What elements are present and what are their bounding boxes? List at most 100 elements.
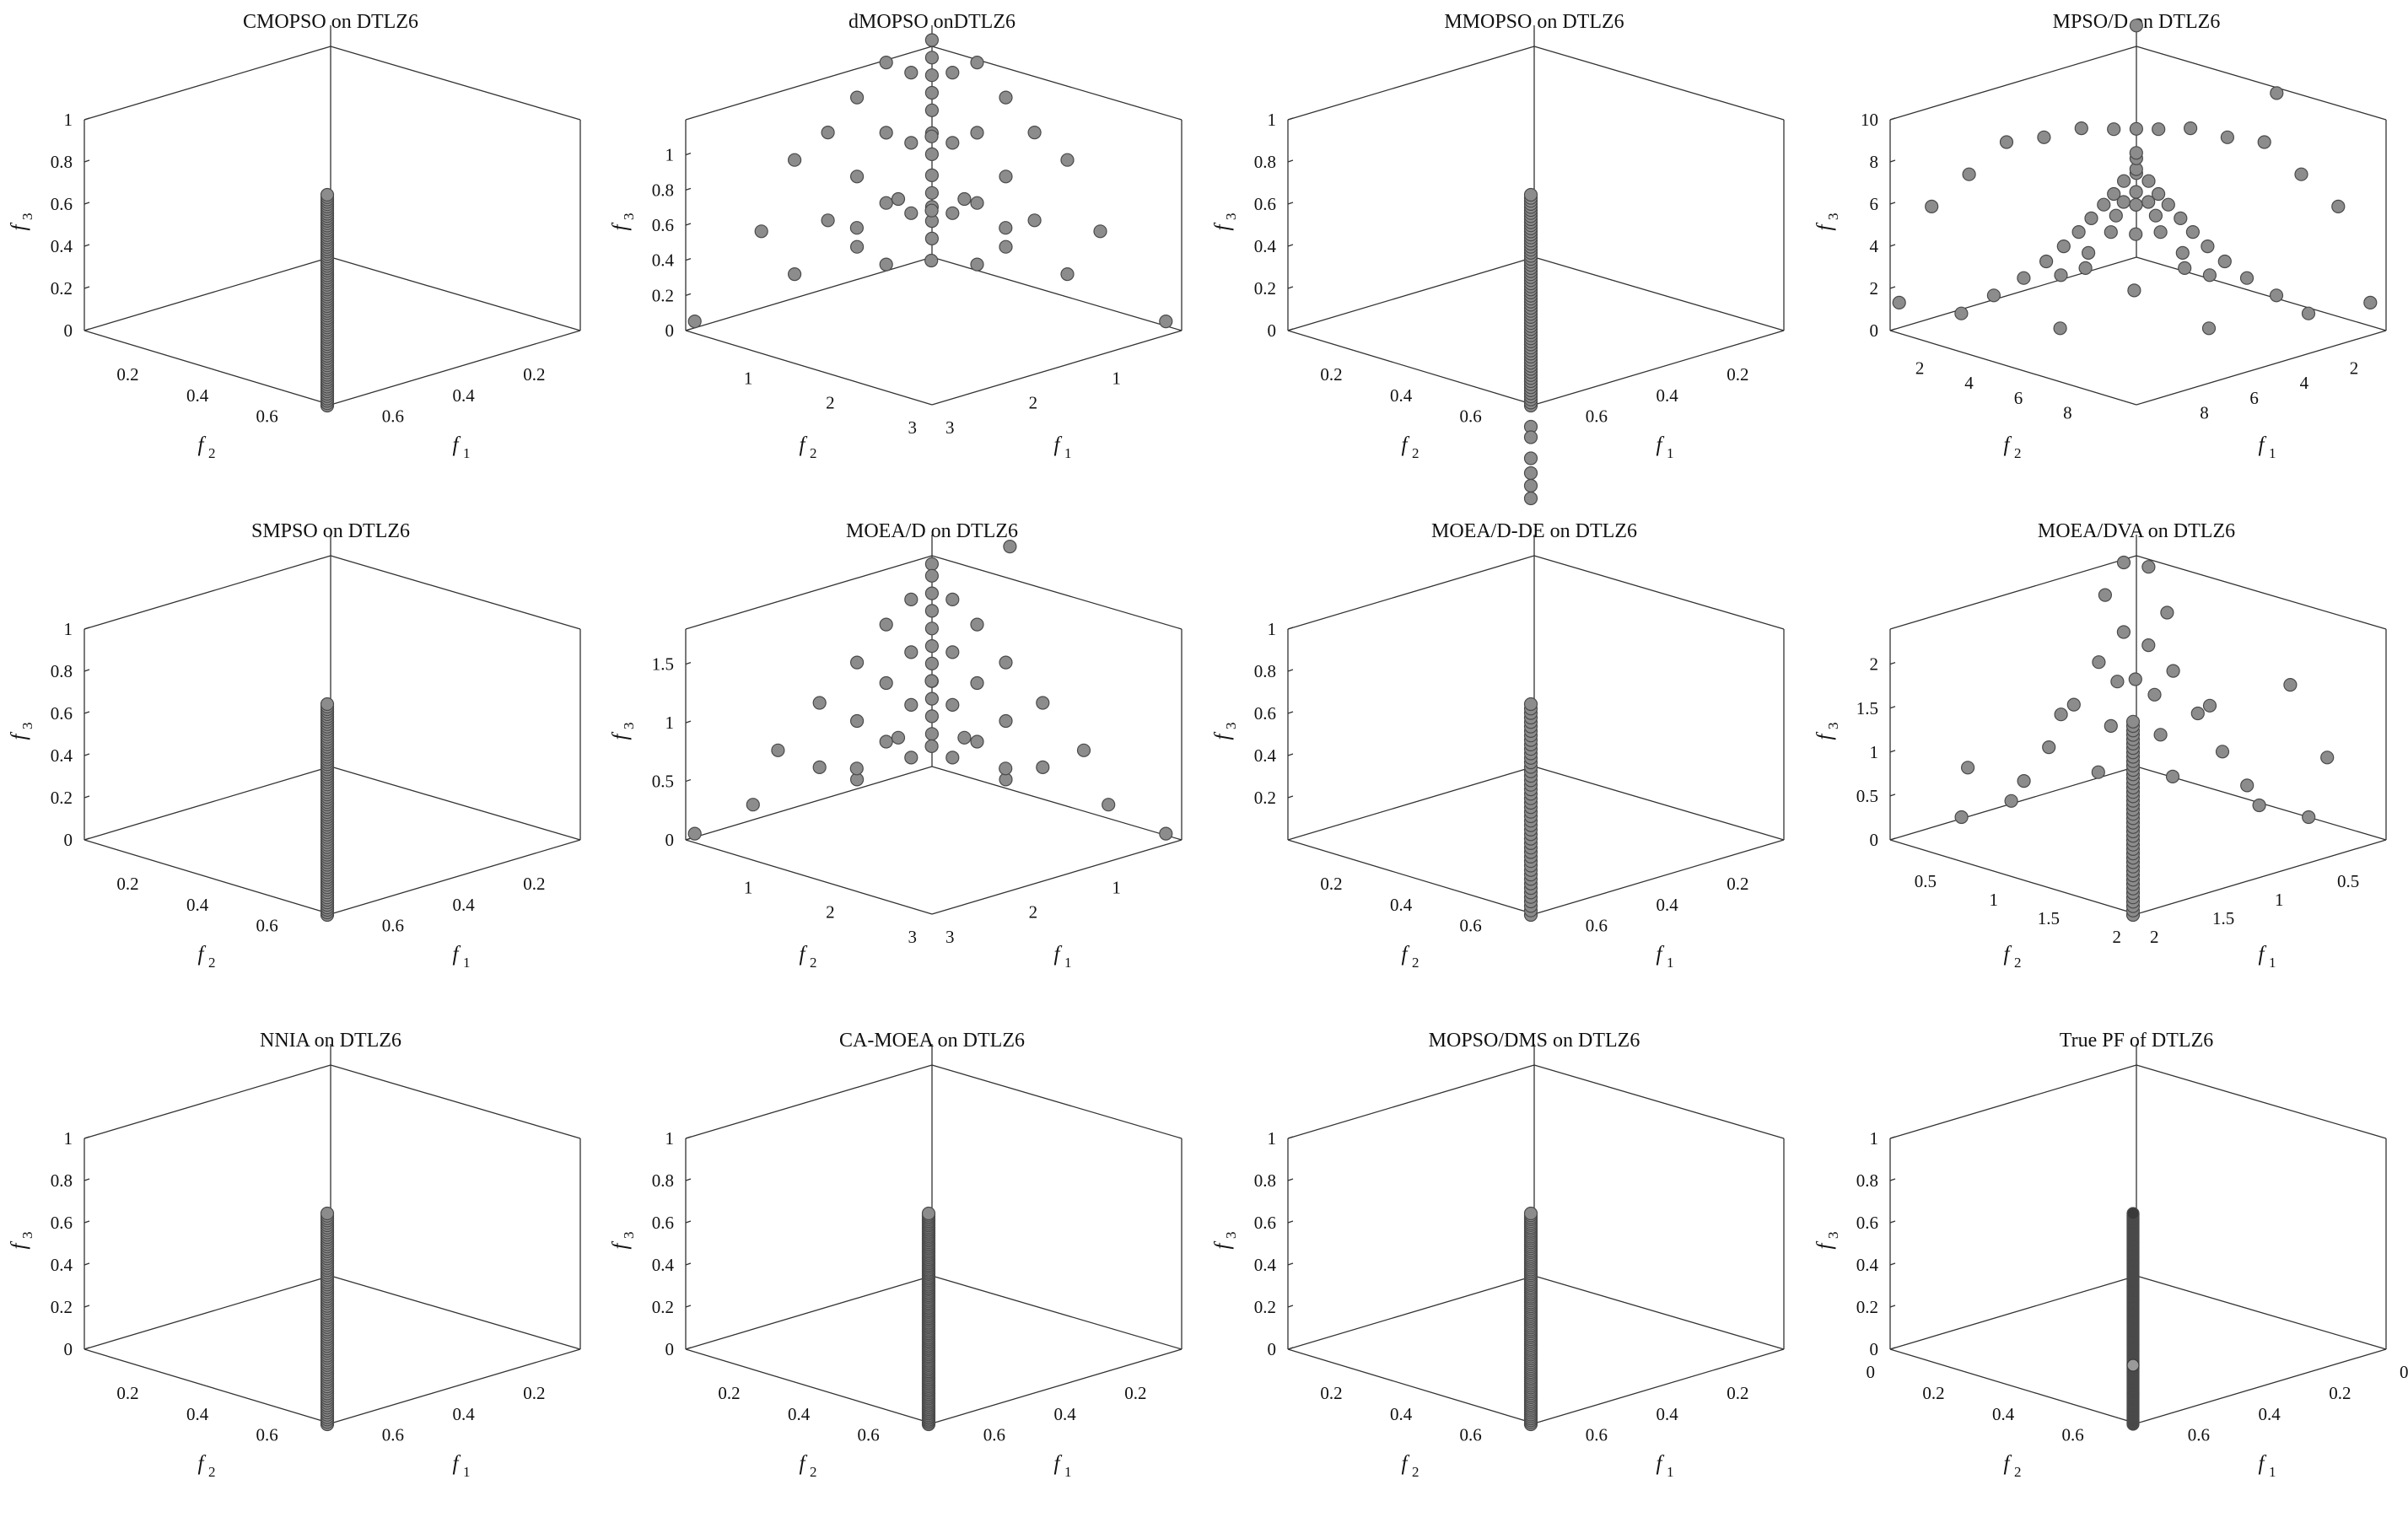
data-point [2053, 321, 2067, 336]
f3-tick-label: 0.8 [652, 180, 674, 200]
f1-tick-label: 0.6 [382, 1425, 404, 1445]
data-point [320, 1206, 335, 1221]
data-point [2220, 130, 2234, 144]
axis-line [685, 46, 933, 121]
data-point [2129, 185, 2143, 199]
data-point [924, 85, 939, 100]
svg-text:f: f [1813, 222, 1836, 230]
f3-tick-label: 0.8 [1856, 1170, 1878, 1191]
data-point [2084, 211, 2098, 225]
f2-tick-label: 1 [744, 877, 753, 897]
svg-text:f: f [800, 1452, 808, 1475]
data-point [2202, 698, 2217, 713]
f3-tick-mark [1889, 286, 1896, 289]
f3-tick-label: 0.5 [1856, 786, 1878, 806]
data-point [2037, 130, 2051, 144]
axis-line [1287, 256, 1535, 331]
f3-tick-label: 0 [64, 320, 73, 341]
f1-tick-label: 0.4 [1657, 1404, 1679, 1424]
axis-line [1287, 330, 1535, 406]
data-point [2217, 254, 2232, 269]
f1-tick-label: 0.2 [523, 874, 545, 894]
data-points [320, 1206, 335, 1432]
data-points [1523, 697, 1538, 923]
data-point [924, 727, 939, 741]
chart-svg: CMOPSO on DTLZ6 0 0.2 0.4 0.6 0.8 1 0.2 0.4 0.6 0.… [8, 11, 581, 461]
axis-line [1287, 555, 1535, 630]
data-point [957, 730, 972, 745]
data-point [1523, 451, 1538, 465]
svg-text:f: f [198, 943, 207, 966]
f2-tick-label: 0.4 [788, 1404, 811, 1424]
data-point [788, 153, 802, 167]
f3-tick-mark [685, 1262, 692, 1266]
chart-svg: CA-MOEA on DTLZ6 0 0.2 0.4 0.6 0.8 1 0.2 0.4 0.6 0… [609, 1030, 1182, 1480]
data-points [1523, 187, 1538, 506]
svg-text:f: f [1054, 433, 1063, 456]
f3-tick-mark [83, 244, 90, 247]
f3-tick-label: 0.8 [1254, 1170, 1276, 1191]
data-point [2283, 678, 2298, 692]
f3-tick-label: 0.8 [652, 1170, 674, 1191]
axis-line [685, 1275, 933, 1350]
data-point [970, 675, 984, 691]
data-point [924, 709, 939, 724]
axis-line [2136, 330, 2387, 406]
data-point [2331, 199, 2346, 213]
axis-line [685, 1064, 933, 1139]
f1-tick-label: 2 [1029, 393, 1038, 413]
data-point [879, 675, 893, 691]
f3-tick-label: 0 [1268, 320, 1277, 341]
data-point [924, 557, 939, 572]
svg-text:2: 2 [208, 445, 216, 461]
svg-text:1: 1 [1667, 1464, 1674, 1480]
f3-tick-mark [1889, 328, 1896, 331]
svg-text:1: 1 [1064, 955, 1072, 971]
f3-tick-mark [1287, 1220, 1294, 1224]
data-point [2104, 225, 2118, 239]
data-point [2166, 664, 2180, 678]
chart-title: True PF of DTLZ6 [2060, 1030, 2213, 1052]
data-point [904, 592, 918, 607]
f3-tick-label: 1 [1268, 110, 1277, 130]
f3-tick-mark [1287, 795, 1294, 799]
data-points [2126, 1207, 2140, 1431]
f3-tick-mark [1287, 1305, 1294, 1308]
f2-tick-label: 0.4 [1992, 1404, 2015, 1424]
svg-text:3: 3 [1223, 213, 1239, 221]
data-point [945, 645, 960, 659]
axis-box [83, 535, 581, 915]
f3-tick-label: 0 [1268, 1339, 1277, 1359]
data-point [999, 239, 1013, 254]
svg-text:f: f [1211, 222, 1234, 230]
f3-tick-label: 8 [1870, 152, 1879, 172]
f3-tick-mark [685, 293, 692, 296]
data-point [924, 604, 939, 618]
f3-tick-mark [1889, 1136, 1896, 1139]
data-point [879, 196, 893, 210]
data-point [1523, 491, 1538, 506]
f1-tick-label: 0.2 [523, 364, 545, 385]
data-point [945, 697, 960, 712]
data-point [1986, 288, 2001, 303]
axis-line [83, 46, 331, 121]
data-point [904, 751, 918, 765]
data-points [1954, 555, 2335, 923]
chart-panel: MOEA/D-DE on DTLZ6 0.2 0.4 0.6 0.8 1 0.2 0.4 0.6… [1204, 509, 1805, 1019]
data-points [687, 33, 1173, 329]
axis-line [685, 256, 933, 331]
f1-tick-label: 3 [945, 417, 955, 438]
data-point [2148, 208, 2163, 223]
data-point [850, 655, 865, 670]
data-point [1159, 826, 1173, 841]
svg-text:f: f [1211, 1240, 1234, 1249]
svg-text:3: 3 [1825, 213, 1841, 221]
f3-tick-mark [1287, 627, 1294, 630]
axis-line [931, 330, 1182, 406]
axis-line [931, 46, 1182, 121]
